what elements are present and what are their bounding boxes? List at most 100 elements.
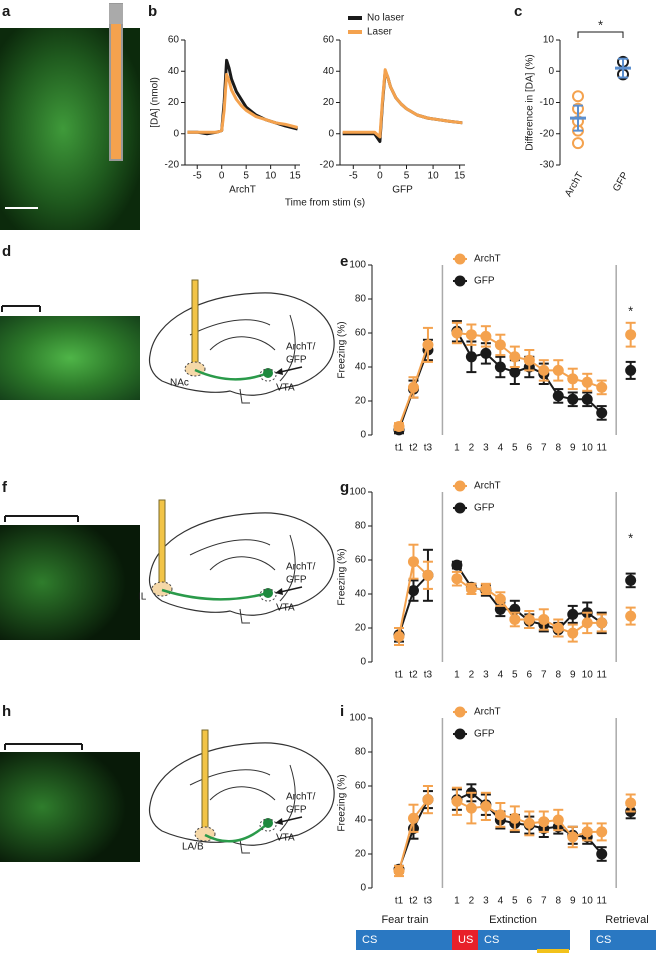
vta-region — [259, 588, 277, 602]
vta-region — [259, 818, 277, 832]
x-tick-label: -5 — [193, 171, 202, 182]
legend-marker — [454, 275, 466, 287]
data-point — [567, 627, 579, 639]
data-point — [596, 848, 608, 860]
y-tick-label: 40 — [355, 815, 367, 826]
brain-detail — [189, 534, 296, 624]
data-point — [596, 826, 608, 838]
data-point — [451, 327, 463, 339]
data-point — [581, 376, 593, 388]
legend-marker — [454, 480, 466, 492]
data-point — [523, 354, 535, 366]
data-point — [552, 622, 564, 634]
projection — [161, 588, 269, 601]
x-tick-label: 8 — [555, 670, 561, 681]
data-point — [567, 393, 579, 405]
x-tick-label: 1 — [454, 670, 460, 681]
panel-letter: d — [2, 243, 11, 260]
y-axis-label: [DA] (nmol) — [150, 77, 161, 128]
data-point — [509, 366, 521, 378]
legend-label: No laser — [367, 13, 405, 24]
phase-label: Retrieval — [605, 914, 648, 926]
target-label: VTA — [276, 833, 295, 844]
x-tick-label: 7 — [541, 896, 547, 907]
brain-outline — [148, 292, 335, 396]
data-point — [393, 631, 405, 642]
x-tick-label: 11 — [597, 670, 608, 681]
y-tick-label: 20 — [355, 623, 367, 634]
virus-label: GFP — [286, 575, 307, 586]
trace — [342, 68, 463, 139]
data-point — [596, 407, 608, 419]
data-point — [538, 614, 550, 625]
x-tick-label: 5 — [404, 171, 410, 182]
y-tick-label: 40 — [355, 589, 367, 600]
data-point — [552, 814, 564, 826]
x-tick-label: t2 — [409, 896, 418, 907]
phase-label: Extinction — [489, 914, 537, 926]
x-tick-label: 15 — [454, 171, 466, 182]
fiber-cap — [109, 4, 123, 24]
data-point — [465, 802, 477, 814]
x-tick-label: 5 — [512, 670, 518, 681]
x-tick-label: GFP — [611, 170, 631, 194]
y-tick-label: -20 — [320, 160, 335, 171]
data-point — [407, 381, 419, 393]
data-point — [494, 339, 506, 351]
projection — [204, 822, 269, 843]
data-point — [625, 797, 637, 809]
significance: * — [628, 530, 633, 545]
x-tick-label: t1 — [395, 443, 404, 454]
y-tick-label: 0 — [360, 883, 366, 894]
virus-label: ArchT/ — [286, 342, 316, 353]
x-tick-label: 0 — [219, 171, 225, 182]
y-tick-label: 100 — [349, 713, 366, 724]
stimulus-block — [478, 930, 570, 950]
x-tick-label: 4 — [498, 670, 504, 681]
vta-cell — [263, 368, 273, 378]
legend-label: Laser — [367, 27, 393, 38]
legend-label: GFP — [474, 276, 495, 287]
x-tick-label: 1 — [454, 896, 460, 907]
y-tick-label: -30 — [540, 160, 555, 171]
data-point — [509, 614, 521, 625]
legend-marker — [454, 502, 466, 514]
y-tick-label: 40 — [168, 66, 180, 77]
y-tick-label: 20 — [355, 396, 367, 407]
data-point — [407, 556, 419, 568]
legend-marker — [454, 728, 466, 740]
legend-label: ArchT — [474, 481, 501, 492]
vta-cell — [263, 588, 273, 598]
block-label: CS — [484, 934, 499, 946]
x-subtitle: GFP — [392, 185, 413, 196]
stimulus-block — [590, 930, 656, 950]
panel-letter: a — [2, 3, 11, 20]
data-point — [480, 583, 492, 595]
x-tick-label: 1 — [454, 443, 460, 454]
x-tick-label: t3 — [424, 670, 433, 681]
arrow-head — [275, 588, 283, 595]
legend-marker — [454, 253, 466, 265]
y-tick-label: 0 — [360, 430, 366, 441]
data-point — [523, 817, 535, 829]
y-tick-label: 60 — [355, 781, 367, 792]
x-tick-label: 10 — [582, 670, 594, 681]
legend-label: ArchT — [474, 707, 501, 718]
y-tick-label: 80 — [355, 294, 367, 305]
y-tick-label: 60 — [323, 35, 335, 46]
y-tick-label: 20 — [323, 97, 335, 108]
micrograph — [0, 525, 140, 640]
y-tick-label: 100 — [349, 260, 366, 271]
x-tick-label: 2 — [469, 443, 475, 454]
x-tick-label: 2 — [469, 896, 475, 907]
data-point — [451, 573, 463, 585]
x-tick-label: 7 — [541, 443, 547, 454]
y-tick-label: 60 — [355, 328, 367, 339]
data-point — [465, 583, 477, 595]
data-point — [422, 569, 434, 581]
x-tick-label: 0 — [377, 171, 383, 182]
x-tick-label: 10 — [582, 443, 594, 454]
y-tick-label: 60 — [355, 555, 367, 566]
data-point — [465, 329, 477, 341]
x-tick-label: t1 — [395, 896, 404, 907]
